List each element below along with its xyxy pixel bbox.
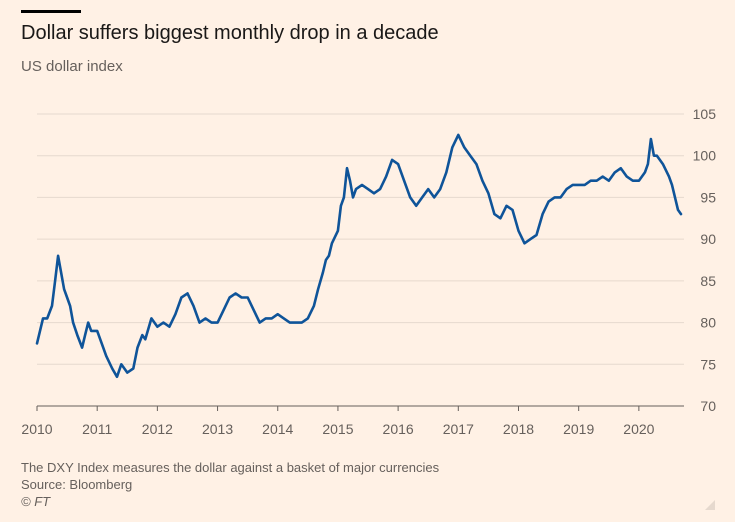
x-tick-label: 2010: [21, 421, 52, 437]
series-group: [35, 133, 683, 379]
x-tick-label: 2012: [142, 421, 173, 437]
y-tick-label: 80: [700, 315, 716, 331]
y-tick-label: 85: [700, 273, 716, 289]
x-tick-label: 2020: [623, 421, 654, 437]
x-axis: 2010 2011 2012 2013 2014 2015 2016 2017 2018 2019…: [21, 405, 684, 437]
source-note: Source: Bloomberg: [21, 477, 133, 492]
copyright: © FT: [21, 494, 51, 509]
chart-note: The DXY Index measures the dollar agains…: [21, 460, 440, 475]
x-tick-label: 2011: [82, 421, 112, 437]
y-tick-label: 70: [700, 398, 716, 414]
y-tick-label: 105: [693, 106, 717, 122]
chart-subtitle: US dollar index: [21, 58, 123, 75]
y-tick-label: 90: [700, 231, 716, 247]
y-tick-label: 75: [700, 356, 716, 372]
y-tick-label: 95: [700, 189, 716, 205]
x-tick-label: 2013: [202, 421, 233, 437]
x-tick-label: 2019: [563, 421, 594, 437]
y-tick-label: 100: [693, 148, 717, 164]
series-line: [35, 133, 683, 379]
x-tick-label: 2016: [383, 421, 414, 437]
x-tick-label: 2018: [503, 421, 534, 437]
chart-title: Dollar suffers biggest monthly drop in a…: [21, 22, 439, 44]
x-tick-label: 2014: [262, 421, 293, 437]
x-tick-label: 2015: [322, 421, 353, 437]
y-axis-ticks: 70 75 80 85 90 95 100 105: [693, 106, 717, 414]
resize-handle-icon[interactable]: [705, 500, 715, 510]
header-rule: [21, 10, 81, 13]
x-tick-label: 2017: [443, 421, 474, 437]
